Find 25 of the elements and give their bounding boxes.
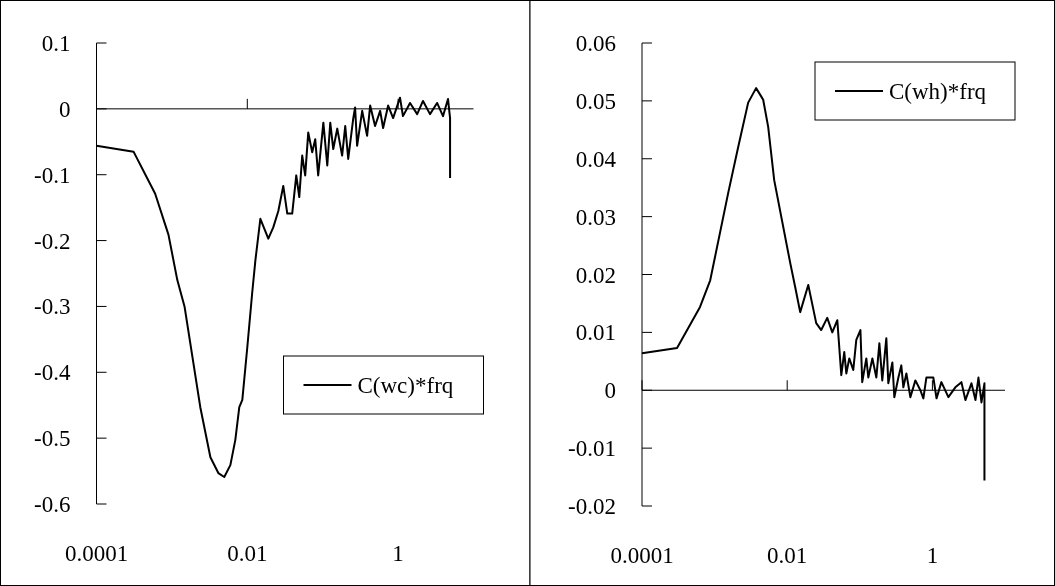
y-tick-label: -0.01: [568, 436, 616, 462]
x-tick-label: 0.0001: [64, 541, 129, 566]
y-tick-label: 0.03: [575, 204, 616, 230]
y-tick-label: 0.01: [575, 320, 616, 346]
y-tick-label: 0.05: [575, 88, 616, 114]
y-tick-label: -0.1: [34, 162, 71, 188]
x-tick-label: 0.01: [767, 543, 808, 568]
y-tick-label: 0: [604, 378, 616, 404]
legend-label: C(wc)*frq: [357, 373, 454, 398]
y-tick-label: 0.1: [41, 31, 71, 56]
x-tick-label: 0.0001: [610, 543, 674, 568]
y-tick-label: -0.5: [34, 426, 71, 452]
x-tick-label: 0.01: [227, 541, 268, 566]
y-tick-label: -0.02: [568, 494, 616, 519]
y-tick-label: 0.02: [575, 262, 616, 288]
y-tick-label: 0: [59, 96, 71, 122]
y-tick-label: -0.4: [34, 360, 71, 386]
x-tick-label: 1: [926, 543, 939, 568]
x-tick-label: 1: [392, 541, 404, 566]
y-tick-label: -0.3: [34, 294, 71, 320]
legend-label: C(wh)*frq: [889, 79, 987, 104]
y-tick-label: -0.6: [34, 492, 71, 517]
y-tick-label: 0.06: [575, 31, 616, 56]
y-tick-label: 0.04: [575, 146, 617, 172]
y-tick-label: -0.2: [34, 228, 71, 254]
